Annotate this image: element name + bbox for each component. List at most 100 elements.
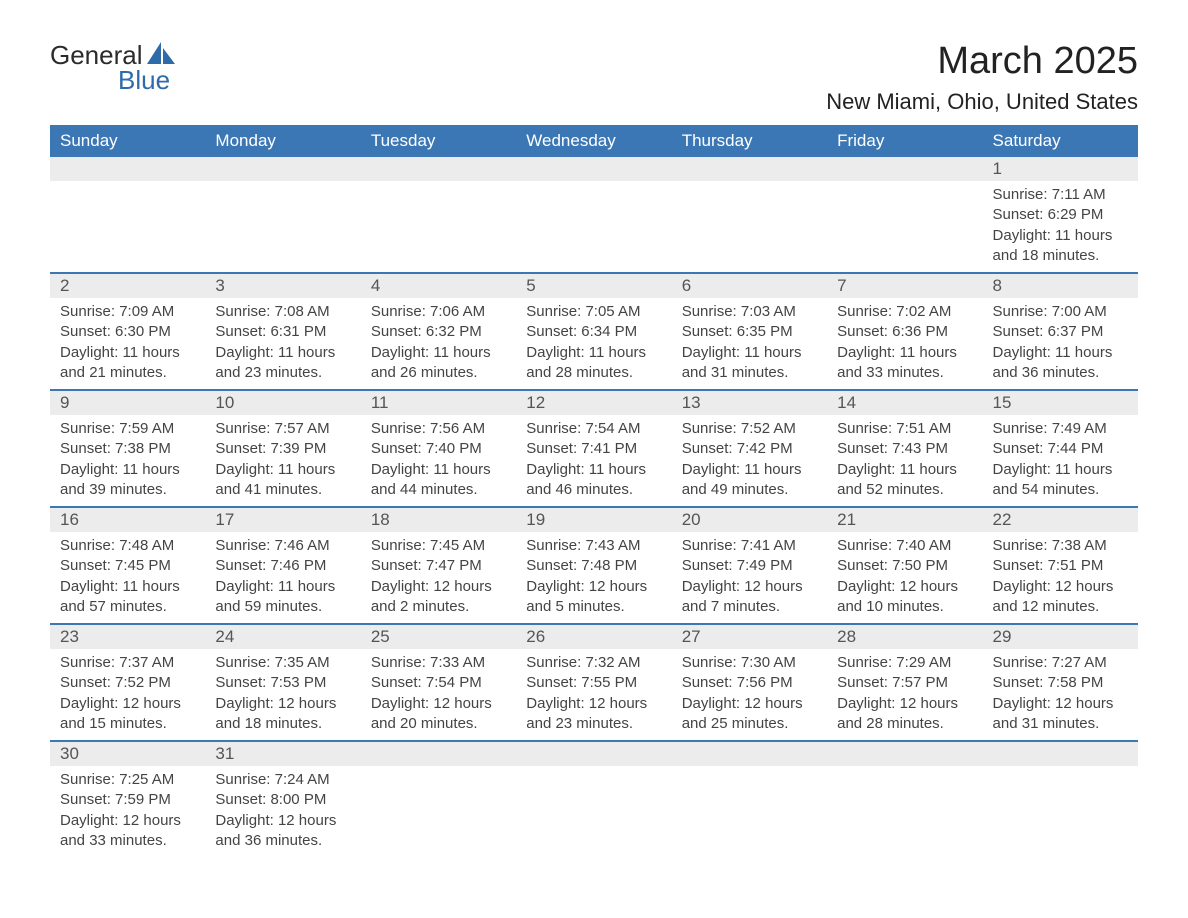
daylight-text-1: Daylight: 11 hours <box>837 343 972 363</box>
daylight-text-2: and 49 minutes. <box>682 480 817 500</box>
sunrise-text: Sunrise: 7:45 AM <box>371 536 506 556</box>
daylight-text-1: Daylight: 11 hours <box>215 460 350 480</box>
day-number-cell: 27 <box>672 624 827 649</box>
sunset-text: Sunset: 7:38 PM <box>60 439 195 459</box>
sunset-text: Sunset: 8:00 PM <box>215 790 350 810</box>
daylight-text-1: Daylight: 11 hours <box>993 460 1128 480</box>
day-detail-cell: Sunrise: 7:03 AMSunset: 6:35 PMDaylight:… <box>672 298 827 390</box>
day-detail-cell: Sunrise: 7:35 AMSunset: 7:53 PMDaylight:… <box>205 649 360 741</box>
day-detail-cell <box>672 766 827 857</box>
daylight-text-1: Daylight: 11 hours <box>526 460 661 480</box>
day-header: Thursday <box>672 125 827 157</box>
daylight-text-2: and 23 minutes. <box>526 714 661 734</box>
sunrise-text: Sunrise: 7:09 AM <box>60 302 195 322</box>
sunset-text: Sunset: 6:35 PM <box>682 322 817 342</box>
sunrise-text: Sunrise: 7:37 AM <box>60 653 195 673</box>
sunrise-text: Sunrise: 7:27 AM <box>993 653 1128 673</box>
daylight-text-2: and 41 minutes. <box>215 480 350 500</box>
day-number-cell <box>827 741 982 766</box>
daylight-text-2: and 52 minutes. <box>837 480 972 500</box>
day-detail-cell: Sunrise: 7:08 AMSunset: 6:31 PMDaylight:… <box>205 298 360 390</box>
daylight-text-1: Daylight: 12 hours <box>993 577 1128 597</box>
day-number-cell: 21 <box>827 507 982 532</box>
daylight-text-2: and 2 minutes. <box>371 597 506 617</box>
day-number-cell: 23 <box>50 624 205 649</box>
day-detail-cell: Sunrise: 7:56 AMSunset: 7:40 PMDaylight:… <box>361 415 516 507</box>
sunset-text: Sunset: 7:58 PM <box>993 673 1128 693</box>
day-detail-cell: Sunrise: 7:32 AMSunset: 7:55 PMDaylight:… <box>516 649 671 741</box>
month-title: March 2025 <box>826 40 1138 83</box>
sunrise-text: Sunrise: 7:43 AM <box>526 536 661 556</box>
day-number-cell: 12 <box>516 390 671 415</box>
daylight-text-1: Daylight: 11 hours <box>837 460 972 480</box>
sunrise-text: Sunrise: 7:30 AM <box>682 653 817 673</box>
daylight-text-1: Daylight: 12 hours <box>60 694 195 714</box>
day-number-cell: 28 <box>827 624 982 649</box>
day-number-cell: 4 <box>361 273 516 298</box>
sunrise-text: Sunrise: 7:46 AM <box>215 536 350 556</box>
daylight-text-1: Daylight: 11 hours <box>371 343 506 363</box>
sunrise-text: Sunrise: 7:02 AM <box>837 302 972 322</box>
daylight-text-1: Daylight: 11 hours <box>993 226 1128 246</box>
daylight-text-1: Daylight: 11 hours <box>60 577 195 597</box>
day-detail-cell: Sunrise: 7:37 AMSunset: 7:52 PMDaylight:… <box>50 649 205 741</box>
day-number-cell <box>516 741 671 766</box>
day-number-cell <box>672 157 827 181</box>
location-label: New Miami, Ohio, United States <box>826 89 1138 115</box>
day-detail-cell: Sunrise: 7:41 AMSunset: 7:49 PMDaylight:… <box>672 532 827 624</box>
daynum-row: 16171819202122 <box>50 507 1138 532</box>
daylight-text-1: Daylight: 12 hours <box>837 694 972 714</box>
daylight-text-1: Daylight: 12 hours <box>215 811 350 831</box>
daylight-text-2: and 36 minutes. <box>993 363 1128 383</box>
day-detail-cell: Sunrise: 7:46 AMSunset: 7:46 PMDaylight:… <box>205 532 360 624</box>
day-detail-cell: Sunrise: 7:48 AMSunset: 7:45 PMDaylight:… <box>50 532 205 624</box>
day-number-cell <box>672 741 827 766</box>
sunrise-text: Sunrise: 7:33 AM <box>371 653 506 673</box>
daylight-text-2: and 15 minutes. <box>60 714 195 734</box>
sunrise-text: Sunrise: 7:11 AM <box>993 185 1128 205</box>
sunset-text: Sunset: 7:39 PM <box>215 439 350 459</box>
day-number-cell <box>361 741 516 766</box>
sunrise-text: Sunrise: 7:51 AM <box>837 419 972 439</box>
daylight-text-2: and 44 minutes. <box>371 480 506 500</box>
sunrise-text: Sunrise: 7:38 AM <box>993 536 1128 556</box>
daylight-text-2: and 26 minutes. <box>371 363 506 383</box>
day-detail-cell <box>827 181 982 273</box>
day-number-cell: 24 <box>205 624 360 649</box>
day-detail-cell <box>672 181 827 273</box>
day-number-cell: 18 <box>361 507 516 532</box>
daylight-text-2: and 59 minutes. <box>215 597 350 617</box>
day-number-cell: 19 <box>516 507 671 532</box>
daylight-text-1: Daylight: 12 hours <box>993 694 1128 714</box>
sunrise-text: Sunrise: 7:05 AM <box>526 302 661 322</box>
detail-row: Sunrise: 7:25 AMSunset: 7:59 PMDaylight:… <box>50 766 1138 857</box>
sunrise-text: Sunrise: 7:56 AM <box>371 419 506 439</box>
daylight-text-1: Daylight: 12 hours <box>215 694 350 714</box>
sunset-text: Sunset: 7:44 PM <box>993 439 1128 459</box>
sunrise-text: Sunrise: 7:03 AM <box>682 302 817 322</box>
day-detail-cell: Sunrise: 7:25 AMSunset: 7:59 PMDaylight:… <box>50 766 205 857</box>
day-header: Monday <box>205 125 360 157</box>
daylight-text-2: and 33 minutes. <box>837 363 972 383</box>
daylight-text-1: Daylight: 11 hours <box>371 460 506 480</box>
sunset-text: Sunset: 7:54 PM <box>371 673 506 693</box>
day-detail-cell: Sunrise: 7:43 AMSunset: 7:48 PMDaylight:… <box>516 532 671 624</box>
day-number-cell: 22 <box>983 507 1138 532</box>
day-number-cell: 15 <box>983 390 1138 415</box>
day-number-cell <box>827 157 982 181</box>
day-detail-cell: Sunrise: 7:11 AMSunset: 6:29 PMDaylight:… <box>983 181 1138 273</box>
sunrise-text: Sunrise: 7:35 AM <box>215 653 350 673</box>
calendar-table: SundayMondayTuesdayWednesdayThursdayFrid… <box>50 125 1138 857</box>
day-number-cell: 17 <box>205 507 360 532</box>
daylight-text-1: Daylight: 11 hours <box>60 343 195 363</box>
sunrise-text: Sunrise: 7:25 AM <box>60 770 195 790</box>
day-detail-cell: Sunrise: 7:30 AMSunset: 7:56 PMDaylight:… <box>672 649 827 741</box>
day-header: Friday <box>827 125 982 157</box>
daylight-text-2: and 54 minutes. <box>993 480 1128 500</box>
day-detail-cell: Sunrise: 7:09 AMSunset: 6:30 PMDaylight:… <box>50 298 205 390</box>
daylight-text-2: and 31 minutes. <box>682 363 817 383</box>
day-detail-cell: Sunrise: 7:57 AMSunset: 7:39 PMDaylight:… <box>205 415 360 507</box>
daylight-text-2: and 18 minutes. <box>215 714 350 734</box>
day-detail-cell: Sunrise: 7:05 AMSunset: 6:34 PMDaylight:… <box>516 298 671 390</box>
daynum-row: 23242526272829 <box>50 624 1138 649</box>
